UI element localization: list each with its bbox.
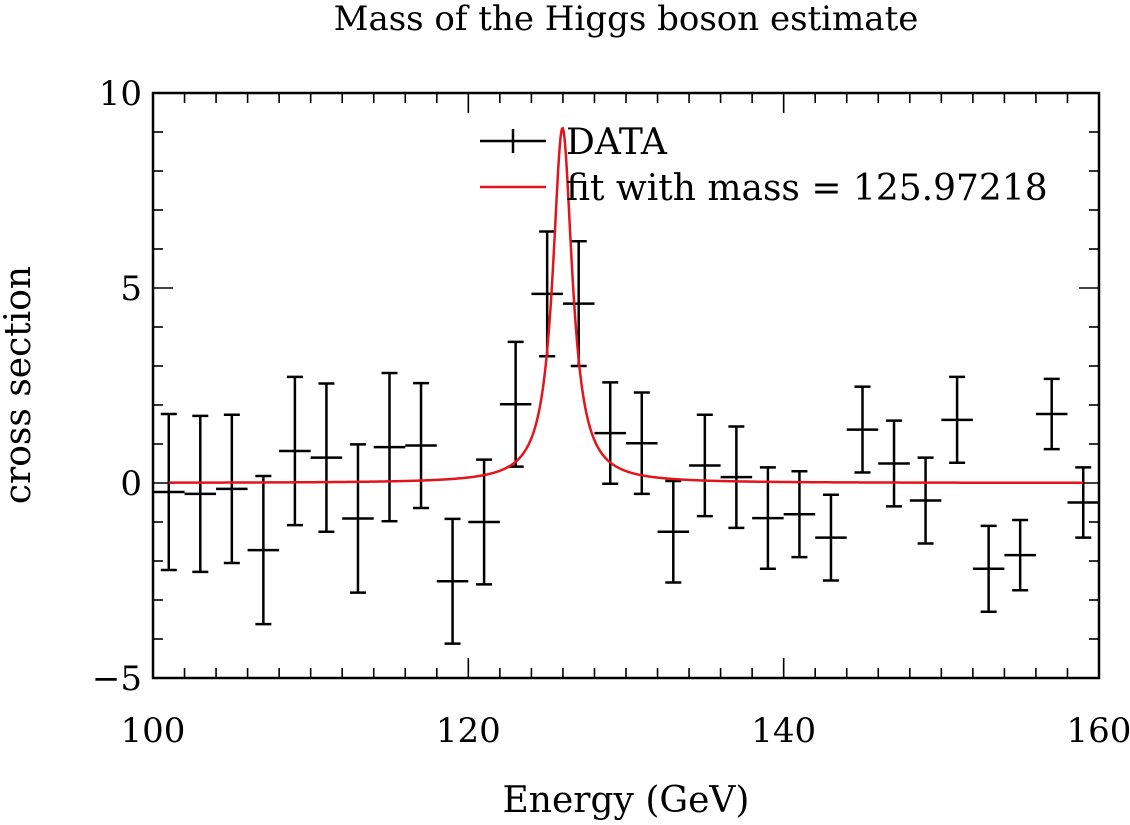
x-tick-label: 160 — [1067, 711, 1130, 751]
x-tick-label: 100 — [121, 711, 186, 751]
data-point — [972, 524, 1005, 613]
data-point — [594, 381, 626, 486]
data-point — [878, 419, 910, 508]
legend: DATA fit with mass = 125.97218 — [480, 122, 1048, 209]
x-tick-label: 140 — [751, 711, 816, 751]
axis-ticks — [152, 92, 1100, 679]
data-point — [153, 412, 185, 572]
data-point — [720, 425, 753, 530]
x-axis-label: Energy (GeV) — [503, 780, 750, 821]
data-point — [626, 391, 658, 496]
data-point — [783, 470, 816, 559]
data-point — [310, 382, 343, 533]
fit-curve — [168, 126, 1084, 485]
data-point — [342, 443, 374, 594]
data-point — [1035, 377, 1068, 451]
y-axis-label: cross section — [0, 266, 39, 504]
legend-label-fit: fit with mass = 125.97218 — [566, 168, 1048, 209]
y-tick-label: 10 — [99, 74, 142, 114]
y-tick-label: 0 — [120, 464, 142, 504]
legend-label-data: DATA — [566, 122, 668, 163]
data-point — [373, 371, 406, 523]
data-point — [941, 375, 973, 464]
data-series — [153, 230, 1099, 645]
data-point — [846, 385, 879, 474]
chart-title: Mass of the Higgs boson estimate — [334, 0, 919, 39]
data-point — [689, 413, 721, 518]
legend-marker-data — [480, 129, 546, 153]
data-point — [909, 456, 942, 545]
x-tick-label: 120 — [436, 711, 501, 751]
data-point — [1067, 466, 1099, 539]
data-point — [216, 413, 248, 565]
data-point — [657, 479, 690, 584]
data-point — [436, 517, 469, 645]
y-tick-label: 5 — [120, 269, 142, 309]
data-point — [279, 375, 311, 527]
data-point — [468, 458, 500, 586]
data-point — [184, 414, 217, 574]
data-point — [815, 493, 847, 582]
data-point — [1004, 518, 1036, 592]
data-point — [752, 466, 784, 571]
axis-tick-labels: 100 120 140 160 −5 0 5 10 — [92, 74, 1130, 751]
data-point — [247, 474, 280, 626]
data-point — [405, 381, 437, 510]
y-tick-label: −5 — [92, 659, 142, 699]
